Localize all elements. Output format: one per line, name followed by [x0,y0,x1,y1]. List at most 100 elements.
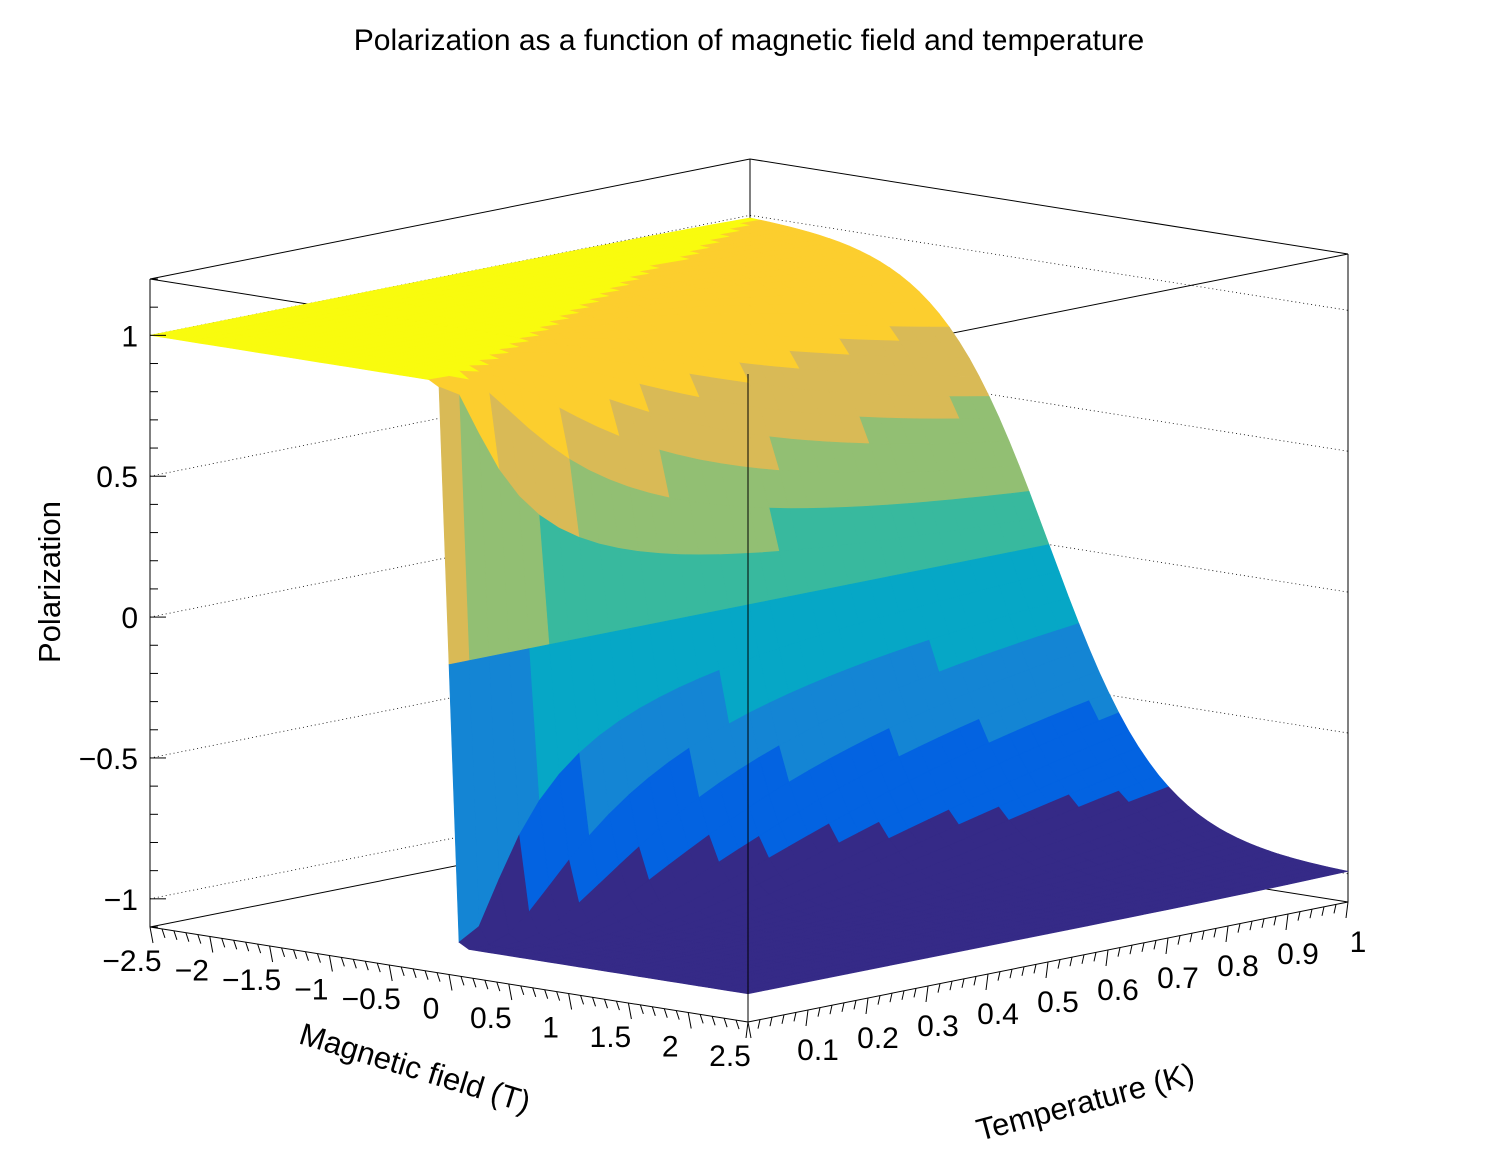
y-tick [997,971,1001,981]
x-tick [281,947,286,958]
x-tick [651,1006,656,1016]
y-tick-label: 0.1 [797,1034,839,1067]
y-tick [1129,945,1133,955]
y-tick [757,1019,761,1029]
y-tick [973,976,977,986]
x-tick-label: 1.5 [590,1021,632,1054]
y-axis-label: Temperature (K) [973,1056,1198,1148]
x-tick [364,961,369,971]
y-tick [1321,906,1325,916]
x-tick [532,987,537,997]
y-tick [841,1002,845,1012]
surface-plot [149,217,1349,995]
x-tick [711,1016,716,1026]
y-tick [829,1005,833,1015]
x-tick [149,926,154,944]
y-tick [1213,928,1217,938]
y-tick [949,981,953,991]
y-tick [1249,921,1253,931]
y-tick-label: 0.6 [1097,974,1139,1007]
y-tick [1309,909,1313,919]
x-tick-label: 2 [662,1031,679,1064]
x-tick [663,1008,668,1018]
z-tick-label: 1 [121,320,138,353]
x-tick [388,964,393,982]
x-tick [627,1002,632,1020]
x-tick [245,942,250,952]
x-tick-label: −0.5 [342,983,401,1016]
y-tick-label: 0.4 [977,998,1019,1031]
y-tick [769,1017,773,1027]
y-tick [1069,957,1073,967]
x-tick-label: 0 [423,993,440,1026]
box-edge [749,158,1349,255]
x-tick-label: 0.5 [470,1002,512,1035]
z-tick-label: −1 [104,884,138,917]
x-tick [544,989,549,999]
surface-cell [737,987,769,995]
y-tick [853,1000,857,1010]
x-tick [592,997,596,1007]
x-tick [520,985,525,996]
y-tick-label: 0.8 [1217,950,1259,983]
y-tick-label: 0.7 [1157,962,1199,995]
x-tick [185,932,190,942]
y-tick [1333,904,1337,914]
x-tick [472,978,477,988]
z-axis: −1 −0.5 0 0.5 1 [79,278,166,928]
x-tick-label: −2.5 [102,945,161,978]
x-tick [328,955,333,972]
y-tick [1093,952,1097,962]
x-tick-label: 2.5 [709,1040,751,1073]
y-tick [913,988,917,998]
x-tick [197,934,202,944]
y-tick [1009,969,1013,979]
x-tick [424,970,429,980]
y-tick [781,1014,785,1024]
y-tick [1189,933,1193,943]
y-tick [889,993,893,1003]
x-tick [735,1019,740,1030]
x-tick [316,953,321,963]
y-tick [925,985,929,1003]
y-tick [1033,964,1037,974]
x-tick [400,966,405,977]
z-tick-label: 0 [121,602,138,635]
y-tick [877,995,881,1005]
z-tick-label: 0.5 [96,461,138,494]
y-tick [1117,947,1121,957]
y-tick-label: 1 [1350,926,1367,959]
x-tick-label: −2 [175,955,209,988]
z-tick-label: −0.5 [79,743,138,776]
x-tick [305,951,309,961]
y-tick [1165,937,1169,955]
x-tick [568,993,573,1010]
y-tick [1225,925,1229,943]
y-tick [937,983,941,993]
y-tick [1141,942,1145,952]
y-tick [1273,916,1277,926]
y-tick-label: 0.5 [1037,986,1079,1019]
y-tick [805,1009,809,1027]
x-tick [269,945,274,963]
y-axis: 0.1 0.2 0.3 0.4 0.5 0.6 0.7 0.8 0.9 1 [745,901,1367,1067]
x-tick [352,959,357,969]
x-tick-label: −1 [294,974,328,1007]
x-tick [556,991,561,1001]
y-tick [1153,940,1157,950]
y-tick [1285,913,1289,931]
x-tick [173,930,178,940]
box-edge [149,158,751,280]
x-tick [484,980,489,990]
x-tick [221,938,226,948]
y-tick [1057,959,1061,969]
y-tick [865,997,869,1015]
x-tick [293,949,297,959]
x-tick [508,983,513,1001]
x-tick [233,940,238,950]
y-tick [1021,966,1025,976]
y-tick [793,1012,797,1022]
x-tick [699,1014,704,1024]
x-tick [723,1018,728,1028]
y-tick [1081,954,1085,964]
